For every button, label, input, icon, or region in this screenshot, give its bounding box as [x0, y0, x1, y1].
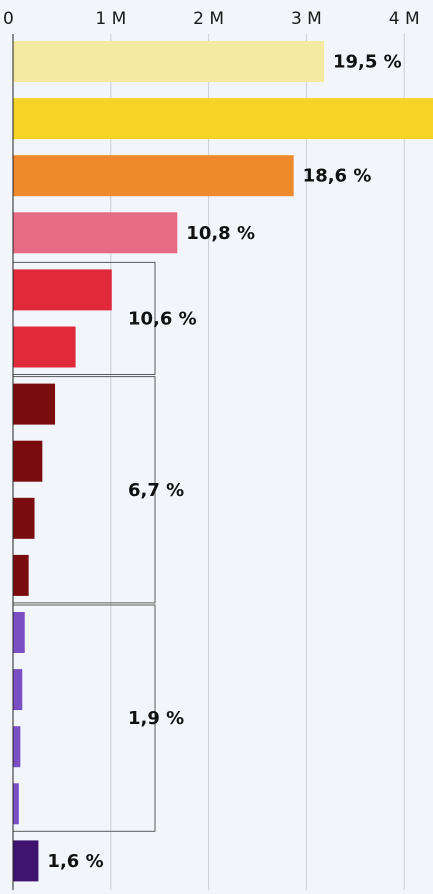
bar — [13, 155, 294, 197]
bar — [13, 212, 178, 254]
data-labels: 19,5 % 18,6 % 10,8 % 1,6 % 10,6 % 6,7 % 1,9 % — [47, 52, 401, 872]
bar — [13, 783, 19, 825]
bar — [13, 41, 325, 82]
bar — [13, 326, 76, 368]
bar — [13, 554, 29, 596]
bar — [13, 440, 43, 482]
x-tick-label: 1 M — [95, 9, 126, 29]
x-tick-label: 0 — [3, 9, 14, 29]
bar — [13, 612, 25, 653]
group-value-label: 1,9 % — [128, 708, 184, 729]
group-value-label: 6,7 % — [128, 480, 184, 501]
bar — [13, 669, 23, 711]
bar — [13, 269, 112, 311]
bar — [13, 840, 39, 882]
bar-value-label: 1,6 % — [47, 851, 103, 872]
x-tick-label: 3 M — [291, 9, 322, 29]
x-axis-ticks: 0 1 M 2 M 3 M 4 M — [3, 9, 420, 29]
group-value-label: 10,6 % — [128, 308, 197, 329]
bar-value-label: 19,5 % — [333, 52, 402, 73]
bar-value-label: 10,8 % — [186, 223, 255, 244]
x-tick-label: 4 M — [389, 9, 420, 29]
bar-value-label: 18,6 % — [303, 166, 372, 187]
x-tick-label: 2 M — [193, 9, 224, 29]
bar — [13, 726, 21, 768]
bars — [13, 41, 433, 882]
bar — [13, 98, 433, 140]
bar — [13, 383, 56, 425]
bar — [13, 497, 35, 539]
